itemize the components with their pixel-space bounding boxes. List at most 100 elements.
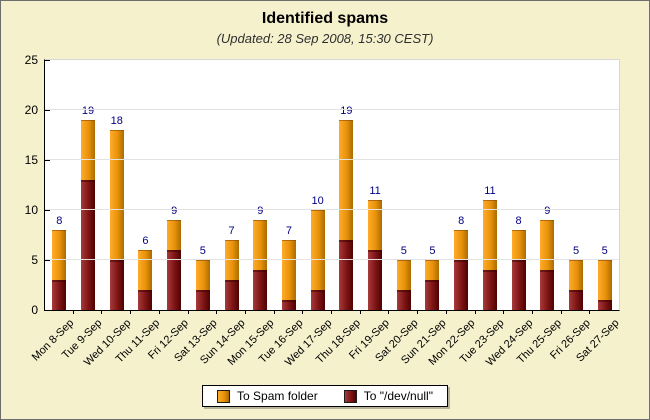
bar-slot: 19	[74, 60, 103, 310]
bar-slot: 5	[389, 60, 418, 310]
bar-value-label: 9	[544, 205, 551, 217]
bar-slot: 5	[418, 60, 447, 310]
bar-segment-devnull	[425, 280, 440, 310]
bar-slot: 5	[590, 60, 619, 310]
bar-segment-devnull	[597, 300, 612, 310]
bar	[396, 260, 411, 310]
x-tick	[331, 310, 332, 314]
bar	[224, 240, 239, 310]
bar-slot: 11	[361, 60, 390, 310]
x-tick	[187, 310, 189, 314]
bar-slot: 6	[131, 60, 160, 310]
x-tick	[589, 310, 591, 314]
x-tick	[158, 310, 160, 314]
bar	[81, 120, 96, 310]
bar-value-label: 6	[142, 235, 149, 247]
bar-slot: 18	[102, 60, 131, 310]
y-axis: 0 5 10 15 20 25	[1, 53, 38, 317]
bar-value-label: 19	[340, 105, 353, 117]
bar-value-label: 5	[199, 245, 206, 257]
bar-segment-spam-folder	[540, 220, 555, 270]
bar	[368, 200, 383, 310]
grid-line	[45, 209, 619, 210]
bar-value-label: 11	[369, 185, 381, 197]
bar-value-label: 8	[458, 215, 465, 227]
bar-segment-spam-folder	[482, 200, 497, 270]
bar-value-label: 19	[81, 105, 95, 117]
y-axis-label: 0	[31, 303, 38, 317]
bar-segment-devnull	[81, 180, 96, 310]
bar	[597, 260, 612, 310]
bar	[569, 260, 583, 310]
x-tick	[560, 310, 562, 314]
bar-segment-devnull	[396, 290, 411, 310]
bar-value-label: 11	[484, 185, 496, 197]
grid-line	[45, 159, 619, 160]
bar	[540, 220, 555, 310]
y-axis-label: 20	[24, 103, 38, 117]
x-axis-labels: Mon 8-Sep Tue 9-Sep Wed 10-Sep Thu 11-Sep Fr…	[29, 313, 621, 375]
x-tick	[130, 310, 132, 314]
x-tick	[273, 310, 275, 314]
bar	[109, 130, 124, 310]
bar-value-label: 5	[601, 245, 608, 257]
bar-segment-spam-folder	[253, 220, 268, 270]
bar-value-label: 10	[311, 195, 324, 207]
bar	[138, 250, 153, 310]
bar-slot: 9	[246, 60, 275, 310]
bar-segment-devnull	[281, 300, 296, 310]
y-tick	[45, 160, 50, 161]
y-axis-label: 25	[24, 53, 38, 67]
bar	[281, 240, 296, 310]
bar-slot: 9	[160, 60, 189, 310]
bar-segment-spam-folder	[109, 130, 124, 260]
x-tick	[359, 310, 361, 314]
x-tick	[503, 310, 505, 314]
x-tick	[101, 310, 103, 314]
bar-segment-devnull	[167, 250, 182, 310]
y-axis-label: 5	[31, 253, 38, 267]
bar-value-label: 5	[572, 245, 580, 257]
bar-segment-devnull	[368, 250, 383, 310]
x-tick	[474, 310, 476, 314]
bar-segment-devnull	[540, 270, 555, 310]
y-axis-label: 10	[24, 203, 38, 217]
bar-segment-devnull	[569, 290, 583, 310]
legend: To Spam folder To "/dev/null"	[202, 385, 448, 407]
bar-segment-devnull	[454, 260, 469, 310]
bar-value-label: 7	[228, 225, 235, 237]
bar-segment-spam-folder	[310, 210, 325, 290]
y-axis-label: 15	[24, 153, 38, 167]
x-tick	[417, 310, 419, 314]
y-tick	[45, 260, 50, 261]
bar-segment-spam-folder	[425, 260, 440, 280]
x-tick	[72, 310, 74, 314]
bar-segment-devnull	[52, 280, 67, 310]
bar-segment-spam-folder	[511, 230, 526, 260]
bar-value-label: 5	[400, 245, 407, 257]
bar-segment-devnull	[482, 270, 497, 310]
bar-segment-spam-folder	[167, 220, 182, 250]
bar-segment-spam-folder	[138, 250, 153, 290]
bar-value-label: 18	[110, 115, 123, 127]
bar-segment-spam-folder	[569, 260, 583, 290]
bar	[425, 260, 440, 310]
y-tick	[45, 110, 50, 111]
bar-segment-spam-folder	[195, 260, 210, 290]
x-axis-ticks	[44, 310, 618, 314]
bar-segment-devnull	[310, 290, 325, 310]
bar-segment-spam-folder	[454, 230, 469, 260]
bar-segment-spam-folder	[396, 260, 411, 290]
legend-item-spam-folder: To Spam folder	[217, 389, 318, 403]
bar-segment-spam-folder	[368, 200, 383, 250]
grid-line	[45, 109, 619, 110]
bar-segment-spam-folder	[224, 240, 239, 280]
x-tick	[388, 310, 390, 314]
x-tick	[302, 310, 304, 314]
bar-slot: 5	[189, 60, 218, 310]
x-tick	[216, 310, 218, 314]
legend-label-spam-folder: To Spam folder	[237, 389, 318, 403]
y-tick	[45, 60, 50, 61]
bar	[167, 220, 182, 310]
